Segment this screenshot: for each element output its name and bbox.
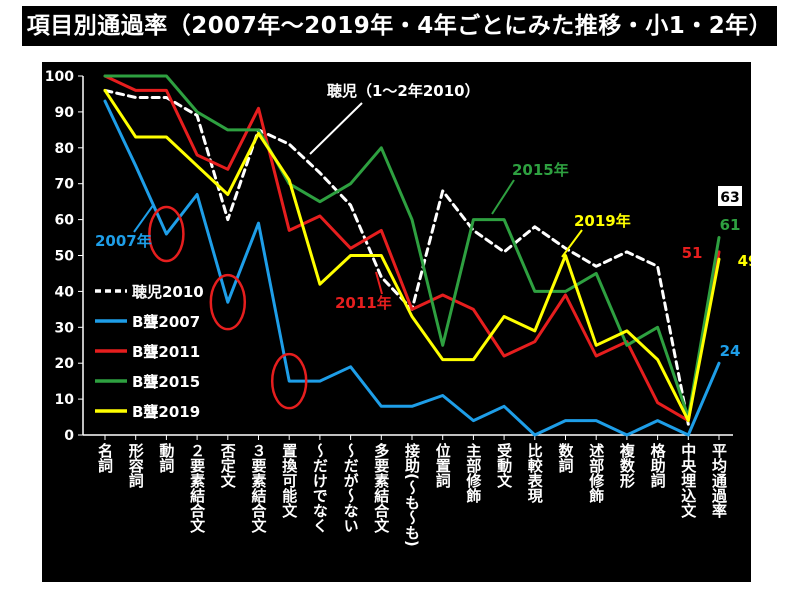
annotation-avg-2011: 51 <box>682 244 703 262</box>
series-line-B聾2019 <box>103 88 721 423</box>
y-tick-label: 60 <box>55 213 75 229</box>
x-tick-label: ２要素結合文 <box>188 443 206 534</box>
annotation-2015-leader <box>491 179 515 215</box>
y-tick-label: 50 <box>55 249 75 265</box>
x-tick-label: 否定文 <box>219 443 237 489</box>
x-tick-label: 受動文 <box>495 442 513 489</box>
x-tick-label: 動詞 <box>157 443 175 474</box>
legend-label: B聾2019 <box>132 403 200 421</box>
x-tick-label: 形容詞 <box>127 442 145 489</box>
x-tick-label: 〜だが〜ない <box>342 442 360 533</box>
x-tick-label: 格助詞 <box>649 442 667 489</box>
x-tick-label: 置換可能文 <box>280 443 298 519</box>
annotation-hearing-avg-box <box>718 186 742 206</box>
x-tick-label: 位置詞 <box>434 442 452 489</box>
annotation-avg-2015: 61 <box>720 216 741 234</box>
x-axis-tick-labels: 名詞 形容詞 動詞 ２要素結合文 否定文 ３要素結合文 置換可能文 〜だけでなく 〜だが〜ない多… <box>96 435 728 547</box>
x-tick-label: 平均通過率 <box>710 443 728 519</box>
x-tick-label: 接助(〜も〜も) <box>403 442 421 547</box>
x-tick-label: ３要素結合文 <box>250 443 268 534</box>
annotation-avg-2019: 49 <box>738 252 751 270</box>
y-tick-label: 100 <box>45 69 74 85</box>
annotation-hearing-label: 聴児（1〜2年2010） <box>327 82 480 100</box>
annotation-2007-leader <box>133 203 155 233</box>
x-tick-label: 主部修飾 <box>464 442 482 504</box>
annotation-2011-leader <box>375 271 383 295</box>
annotation-2011-label: 2011年 <box>335 294 392 312</box>
x-tick-label: 中央埋込文 <box>679 442 697 519</box>
y-tick-label: 0 <box>64 428 74 444</box>
annotation-2019-leader <box>561 229 583 258</box>
series-line-聴児2010 <box>103 88 690 426</box>
highlight-circles <box>148 205 308 410</box>
y-tick-label: 10 <box>55 392 75 408</box>
x-tick-label: 比較表現 <box>526 442 544 504</box>
plot-panel: 0 10 20 30 40 50 60 70 80 90 100 名詞 形容詞 動詞 ２要素結合文 否定文 ３… <box>42 62 751 582</box>
legend-label: B聾2015 <box>132 373 200 391</box>
chart-title: 項目別通過率（2007年〜2019年・4年ごとにみた推移・小1・2年） <box>22 6 777 46</box>
x-tick-label: 複数形 <box>618 442 636 489</box>
annotation-2015-label: 2015年 <box>512 161 569 179</box>
x-tick-label: 多要素結合文 <box>372 442 390 534</box>
series-line-B聾2011 <box>103 74 721 423</box>
highlight-circle <box>270 352 308 410</box>
y-tick-label: 30 <box>55 320 75 336</box>
legend: 聴児2010 B聾2007 B聾2011 B聾2015 B聾2019 <box>95 283 204 421</box>
x-tick-label: 述部修飾 <box>587 442 605 504</box>
legend-label: 聴児2010 <box>132 283 204 301</box>
highlight-circle <box>209 273 247 331</box>
annotation-hearing-leader <box>309 102 363 155</box>
annotations: 聴児（1〜2年2010） 2015年 2019年 2007年 2011年 63 61 51 49… <box>95 82 751 360</box>
y-tick-label: 20 <box>55 356 75 372</box>
y-axis-ticks: 0 10 20 30 40 50 60 70 80 90 100 <box>45 69 83 444</box>
line-chart: 0 10 20 30 40 50 60 70 80 90 100 名詞 形容詞 動詞 ２要素結合文 否定文 ３… <box>45 69 751 547</box>
legend-label: B聾2007 <box>132 313 200 331</box>
x-tick-label: 数詞 <box>557 442 575 474</box>
series-lines <box>103 74 721 437</box>
y-tick-label: 40 <box>55 284 75 300</box>
x-tick-label: 〜だけでなく <box>311 442 329 533</box>
annotation-2019-label: 2019年 <box>574 212 631 230</box>
x-tick-label: 名詞 <box>96 442 114 474</box>
y-tick-label: 70 <box>55 177 75 193</box>
annotation-2007-label: 2007年 <box>95 232 152 250</box>
annotation-avg-hearing: 63 <box>720 190 739 206</box>
y-tick-label: 80 <box>55 141 75 157</box>
series-line-B聾2015 <box>103 74 721 419</box>
legend-label: B聾2011 <box>132 343 200 361</box>
annotation-avg-2007: 24 <box>720 342 741 360</box>
highlight-circle <box>148 205 185 263</box>
series-line-B聾2007 <box>103 99 721 437</box>
y-tick-label: 90 <box>55 105 75 121</box>
